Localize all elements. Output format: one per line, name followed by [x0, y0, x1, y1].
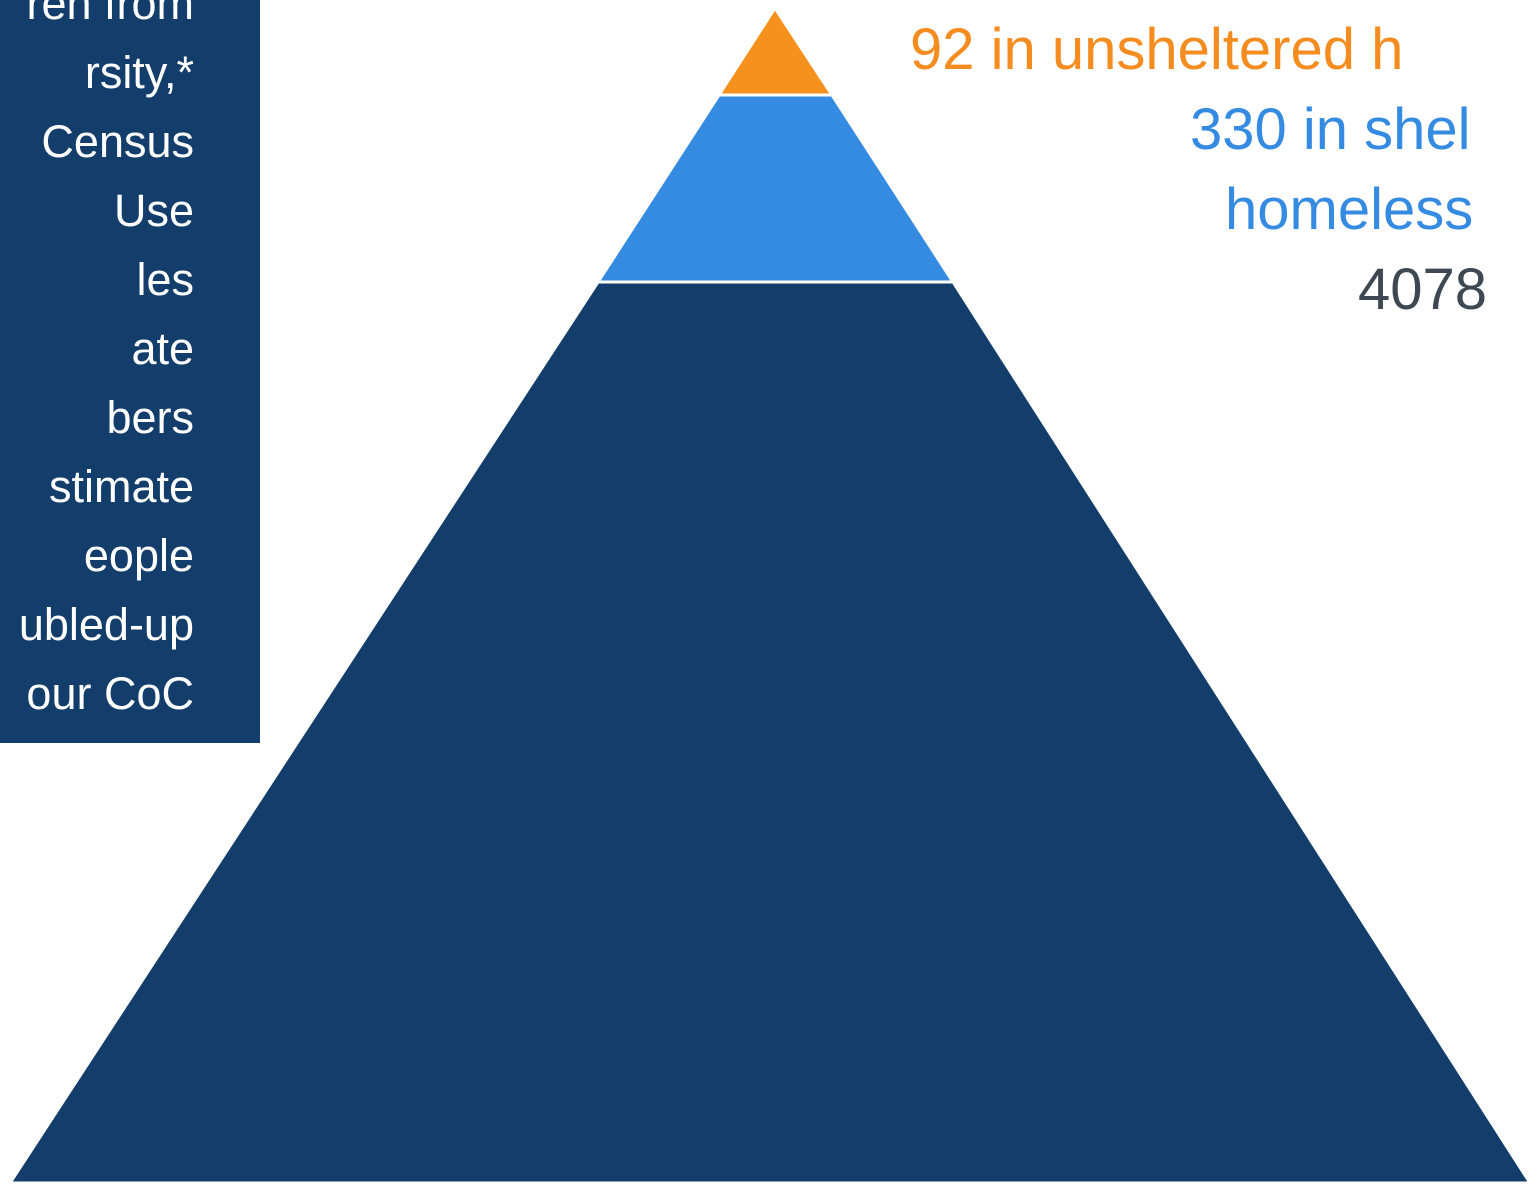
side-text-line: ren from	[26, 0, 194, 29]
side-text-line: ate	[131, 323, 194, 374]
label-sheltered-line2: homeless	[1225, 177, 1474, 242]
pyramid-tier-unsheltered	[716, 5, 835, 97]
label-doubled-up: 4078	[1358, 257, 1488, 322]
side-text-line: les	[136, 254, 194, 305]
side-text-line: our CoC	[13, 668, 194, 719]
label-unsheltered: 92 in unsheltered h	[910, 17, 1404, 82]
side-text-line: bers	[106, 392, 194, 443]
side-text-line: eople	[83, 530, 194, 581]
side-text-box: ren from rsity,* Census Use les ate bers…	[0, 0, 260, 743]
side-text-line: ubled-up	[18, 599, 194, 650]
pyramid-tier-doubled-up	[7, 280, 1533, 1185]
pyramid-tier-sheltered	[595, 93, 956, 284]
label-sheltered-line1: 330 in shel	[1190, 97, 1471, 162]
side-text-line: Use	[113, 185, 194, 236]
side-text-line: Census	[41, 116, 194, 167]
side-text-line: stimate	[48, 461, 194, 512]
side-text-line: rsity,*	[84, 47, 194, 98]
